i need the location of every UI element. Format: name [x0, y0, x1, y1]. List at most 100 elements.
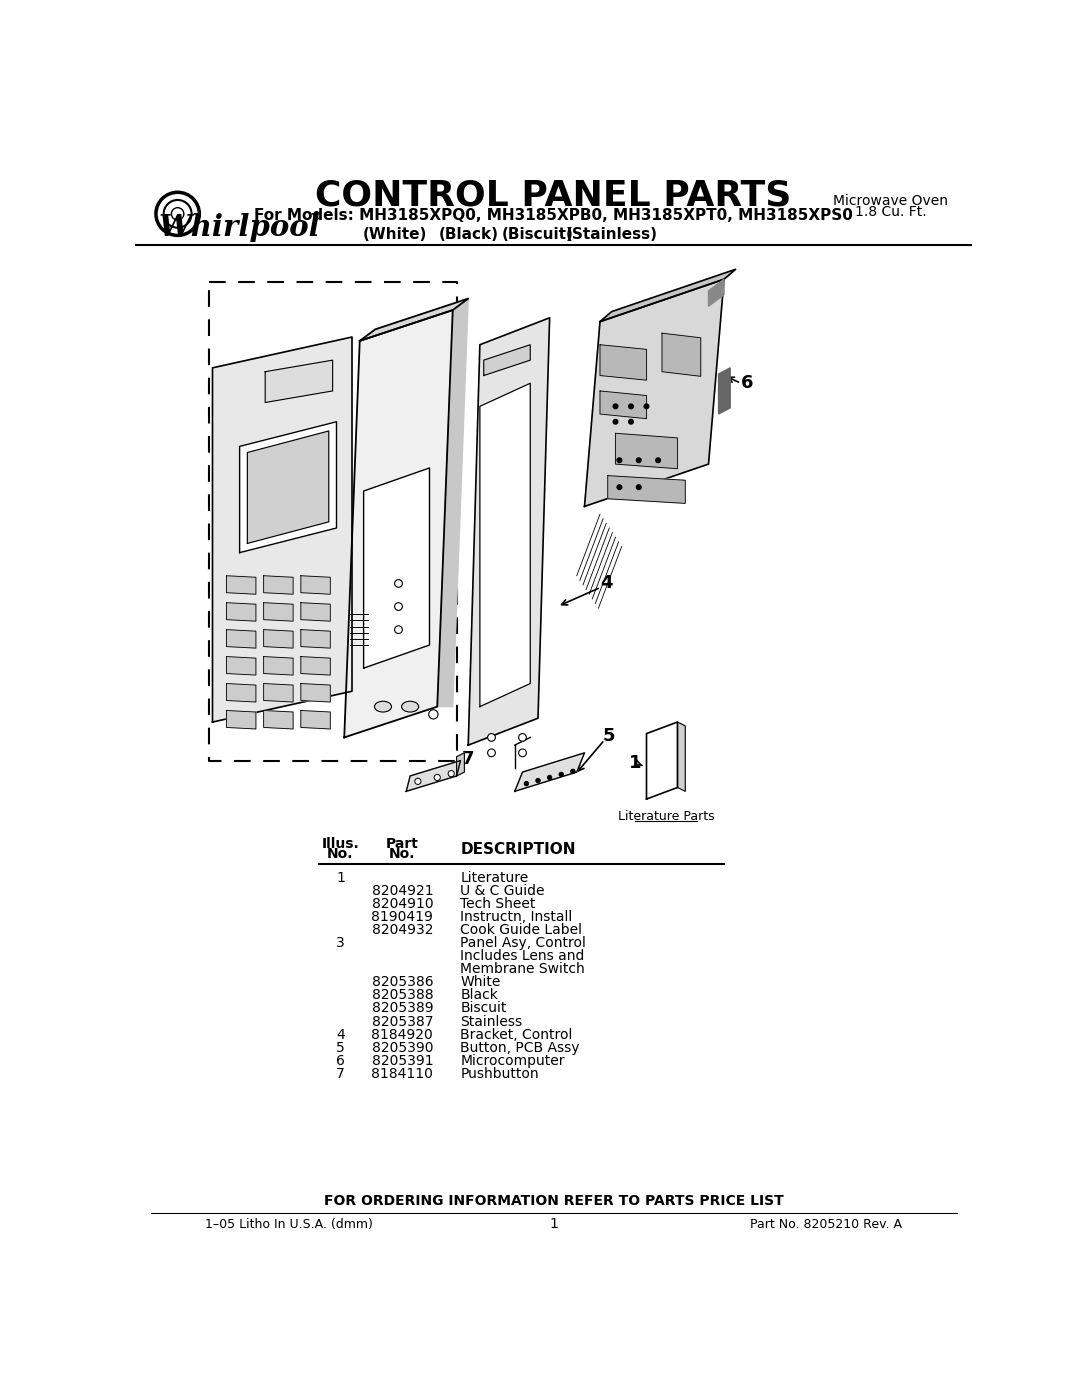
Text: 8184110: 8184110 [372, 1067, 433, 1081]
Polygon shape [227, 683, 256, 703]
Polygon shape [301, 711, 330, 729]
Polygon shape [469, 317, 550, 745]
Circle shape [629, 419, 633, 425]
Text: 6: 6 [336, 1053, 345, 1067]
Circle shape [394, 580, 403, 587]
Polygon shape [662, 334, 701, 376]
Polygon shape [227, 657, 256, 675]
Polygon shape [484, 345, 530, 376]
Text: 8204921: 8204921 [372, 884, 433, 898]
Text: Black: Black [460, 989, 498, 1003]
Circle shape [394, 626, 403, 633]
Ellipse shape [402, 701, 419, 712]
Text: 1: 1 [336, 870, 345, 884]
Text: 8205391: 8205391 [372, 1053, 433, 1067]
Text: (Biscuit): (Biscuit) [502, 228, 573, 242]
Polygon shape [480, 383, 530, 707]
Polygon shape [240, 422, 337, 553]
Circle shape [518, 749, 526, 757]
Polygon shape [213, 337, 352, 722]
Polygon shape [301, 657, 330, 675]
Text: Microwave Oven: Microwave Oven [833, 194, 948, 208]
Circle shape [636, 458, 642, 462]
Circle shape [488, 733, 496, 742]
Text: 4: 4 [336, 1028, 345, 1042]
Polygon shape [266, 360, 333, 402]
Polygon shape [515, 753, 584, 791]
Text: 4: 4 [600, 574, 612, 592]
Text: (Black): (Black) [438, 228, 498, 242]
Text: 1: 1 [549, 1217, 558, 1231]
Polygon shape [345, 310, 453, 738]
Polygon shape [616, 433, 677, 469]
Polygon shape [264, 602, 293, 622]
Polygon shape [264, 630, 293, 648]
Polygon shape [708, 279, 724, 306]
Polygon shape [247, 432, 328, 543]
Text: 3: 3 [517, 659, 530, 678]
Text: 1.8 Cu. Ft.: 1.8 Cu. Ft. [854, 205, 927, 219]
Text: No.: No. [327, 848, 353, 862]
Text: 7: 7 [462, 750, 474, 768]
Circle shape [613, 404, 618, 409]
Text: 8190419: 8190419 [372, 909, 433, 923]
Polygon shape [264, 683, 293, 703]
Text: Literature Parts: Literature Parts [618, 810, 714, 823]
Polygon shape [301, 602, 330, 622]
Text: Panel Asy, Control: Panel Asy, Control [460, 936, 586, 950]
Text: 8205388: 8205388 [372, 989, 433, 1003]
Circle shape [488, 749, 496, 757]
Polygon shape [600, 391, 647, 419]
Polygon shape [677, 722, 685, 791]
Circle shape [536, 778, 540, 782]
Text: Part: Part [386, 837, 419, 851]
Polygon shape [608, 475, 685, 503]
Text: Microcomputer: Microcomputer [460, 1053, 565, 1067]
Polygon shape [647, 722, 677, 799]
Polygon shape [227, 602, 256, 622]
Circle shape [394, 602, 403, 610]
Polygon shape [437, 299, 469, 707]
Circle shape [570, 768, 576, 774]
Text: 8205389: 8205389 [372, 1002, 433, 1016]
Text: FOR ORDERING INFORMATION REFER TO PARTS PRICE LIST: FOR ORDERING INFORMATION REFER TO PARTS … [324, 1194, 783, 1208]
Text: Pushbutton: Pushbutton [460, 1067, 539, 1081]
Text: 6: 6 [741, 374, 754, 393]
Text: For Models: MH3185XPQ0, MH3185XPB0, MH3185XPT0, MH3185XPS0: For Models: MH3185XPQ0, MH3185XPB0, MH31… [254, 208, 853, 224]
Polygon shape [301, 630, 330, 648]
Text: 7: 7 [336, 1067, 345, 1081]
Text: Literature: Literature [460, 870, 529, 884]
Polygon shape [406, 760, 460, 791]
Text: Cook Guide Label: Cook Guide Label [460, 923, 582, 937]
Text: U & C Guide: U & C Guide [460, 884, 545, 898]
Text: 8205390: 8205390 [372, 1041, 433, 1055]
Circle shape [629, 404, 633, 409]
Polygon shape [264, 576, 293, 594]
Circle shape [656, 458, 661, 462]
Text: Biscuit: Biscuit [460, 1002, 507, 1016]
Text: 5: 5 [336, 1041, 345, 1055]
Circle shape [448, 771, 455, 777]
Circle shape [524, 781, 529, 787]
Text: Illus.: Illus. [322, 837, 360, 851]
Polygon shape [301, 576, 330, 594]
Text: White: White [460, 975, 501, 989]
Circle shape [518, 733, 526, 742]
Text: 8205386: 8205386 [372, 975, 433, 989]
Polygon shape [227, 576, 256, 594]
Polygon shape [584, 279, 724, 507]
Text: Tech Sheet: Tech Sheet [460, 897, 536, 911]
Polygon shape [718, 367, 730, 414]
Text: Instructn, Install: Instructn, Install [460, 909, 572, 923]
Polygon shape [457, 753, 464, 775]
Text: Stainless: Stainless [460, 1014, 523, 1028]
Text: 8204932: 8204932 [372, 923, 433, 937]
Text: Part No. 8205210 Rev. A: Part No. 8205210 Rev. A [751, 1218, 902, 1231]
Text: Whirlpool: Whirlpool [159, 214, 321, 242]
Text: (Stainless): (Stainless) [566, 228, 658, 242]
Ellipse shape [375, 701, 392, 712]
Text: Membrane Switch: Membrane Switch [460, 963, 585, 977]
Circle shape [617, 458, 622, 462]
Circle shape [434, 774, 441, 781]
Text: 3: 3 [336, 936, 345, 950]
